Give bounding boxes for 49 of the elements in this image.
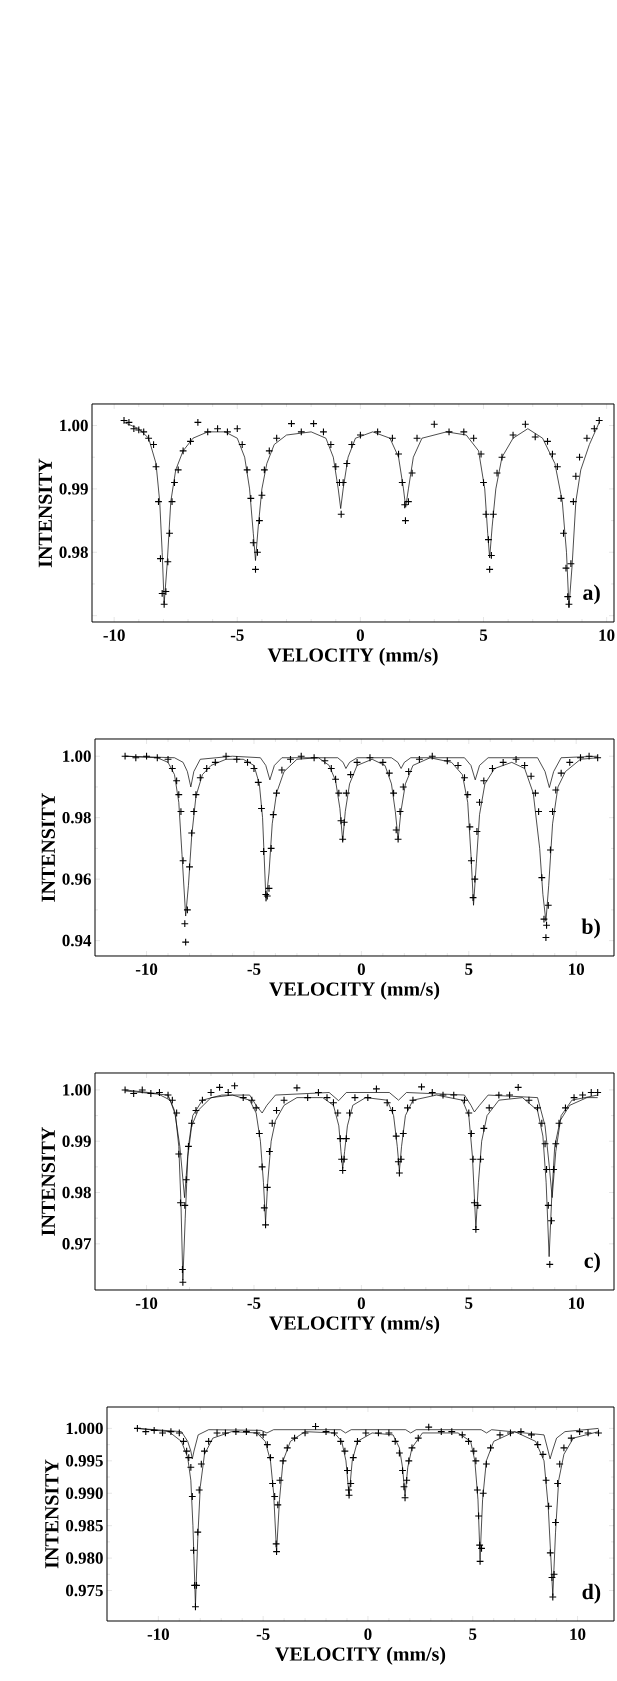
y-tick-label: 0.99 — [62, 1135, 91, 1147]
y-tick-label: 0.98 — [62, 1186, 91, 1199]
x-tick-label: 10 — [570, 1628, 586, 1640]
y-tick-label: 1.00 — [63, 750, 91, 762]
x-tick-label: -5 — [256, 1628, 270, 1640]
x-tick-label: 5 — [465, 1297, 473, 1309]
annotation: b) — [581, 918, 600, 939]
x-tick-label: 10 — [569, 963, 585, 975]
y-axis-title: INTENSITY — [41, 793, 55, 902]
y-tick-label: 1.00 — [60, 419, 88, 432]
y-tick-label: 0.985 — [66, 1519, 103, 1532]
x-tick-label: -10 — [147, 1628, 169, 1640]
y-tick-label: 0.990 — [66, 1487, 103, 1499]
y-tick-label: 0.98 — [62, 811, 91, 824]
y-axis-title: INTENSITY — [41, 1127, 55, 1236]
x-tick-label: -10 — [103, 629, 125, 641]
x-tick-label: 0 — [364, 1628, 372, 1640]
x-tick-label: -5 — [230, 629, 244, 641]
x-tick-label: 5 — [469, 1628, 477, 1640]
y-axis-title: INTENSITY — [45, 1459, 59, 1569]
x-tick-label: 0 — [357, 963, 365, 975]
x-tick-label: 10 — [569, 1297, 585, 1309]
y-tick-label: 0.995 — [66, 1455, 103, 1467]
x-axis-title: VELOCITY (mm/s) — [269, 981, 440, 1000]
y-tick-label: 1.000 — [66, 1422, 103, 1435]
x-tick-label: -10 — [135, 963, 158, 975]
x-tick-label: -5 — [247, 1297, 261, 1309]
y-tick-label: 0.980 — [66, 1552, 103, 1564]
annotation: d) — [582, 1583, 601, 1604]
y-tick-label: 0.96 — [62, 873, 91, 885]
x-tick-label: 5 — [465, 963, 473, 975]
y-tick-label: 0.94 — [62, 934, 92, 947]
x-axis-title: VELOCITY (mm/s) — [267, 647, 438, 666]
y-tick-label: 1.00 — [63, 1084, 91, 1096]
y-tick-label: 0.975 — [66, 1584, 103, 1597]
x-tick-label: 0 — [357, 1297, 365, 1309]
x-axis-title: VELOCITY (mm/s) — [269, 1315, 440, 1334]
y-axis-title: INTENSITY — [38, 458, 52, 568]
x-axis-title: VELOCITY (mm/s) — [275, 1646, 446, 1665]
y-tick-label: 0.98 — [59, 546, 88, 559]
x-tick-label: 10 — [599, 629, 615, 641]
x-tick-label: 5 — [479, 629, 488, 641]
annotation: c) — [584, 1252, 600, 1273]
x-tick-label: -10 — [135, 1297, 158, 1309]
annotation: a) — [583, 584, 600, 605]
x-tick-label: 0 — [356, 629, 364, 641]
x-tick-label: -5 — [247, 963, 261, 975]
y-tick-label: 0.99 — [59, 483, 88, 495]
y-tick-label: 0.97 — [62, 1238, 92, 1250]
